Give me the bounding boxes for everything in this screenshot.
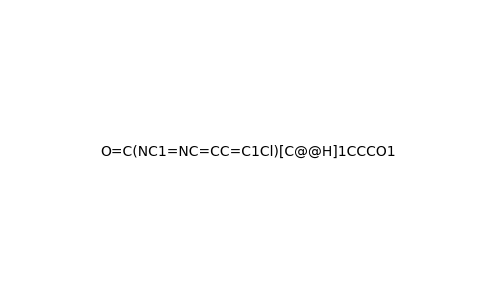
Text: O=C(NC1=NC=CC=C1Cl)[C@@H]1CCCO1: O=C(NC1=NC=CC=C1Cl)[C@@H]1CCCO1 <box>100 145 396 158</box>
